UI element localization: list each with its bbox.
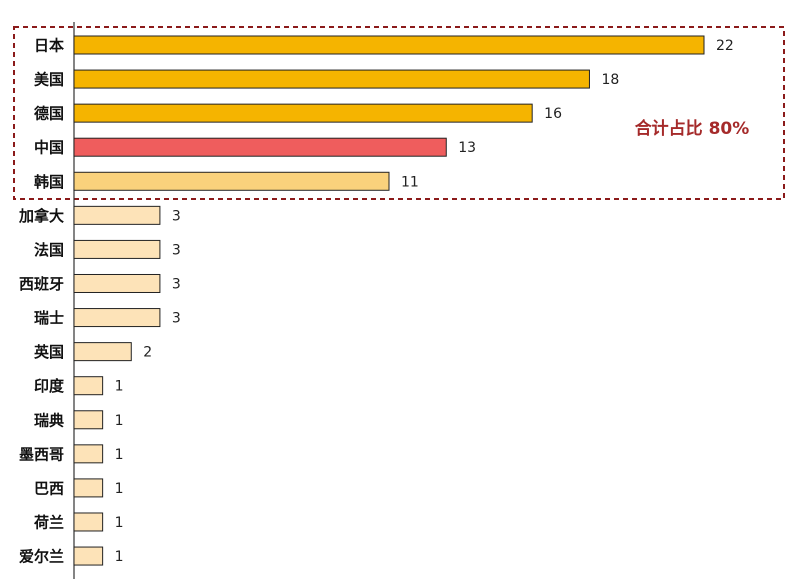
bar [73,35,705,55]
bar [73,342,132,362]
bar [73,308,161,328]
bar [73,546,104,566]
bar [73,376,104,396]
value-label: 13 [458,140,476,156]
y-tick-label: 加拿大 [18,207,64,225]
y-tick-label: 德国 [34,105,64,123]
y-tick-label: 中国 [34,139,64,157]
y-tick-label: 爱尔兰 [19,548,64,566]
y-tick-label: 瑞典 [34,411,64,429]
value-label: 2 [143,345,152,361]
bar [73,512,104,532]
annotation: 合计占比 80% [635,118,750,139]
bar [73,239,161,259]
y-tick-label: 巴西 [34,479,64,497]
value-label: 16 [544,106,562,122]
bar [73,478,104,498]
value-label: 11 [401,174,419,190]
y-tick-label: 荷兰 [34,513,64,531]
value-label: 1 [115,481,124,497]
value-label: 3 [172,311,181,327]
bar [73,171,390,191]
value-label: 3 [172,208,181,224]
value-label: 3 [172,242,181,258]
highlight-box [13,26,785,200]
value-label: 1 [115,379,124,395]
bar [73,137,447,157]
y-tick-label: 印度 [34,377,65,395]
y-tick-label: 法国 [34,241,64,259]
value-label: 1 [115,515,124,531]
bar [73,410,104,430]
y-tick-label: 西班牙 [19,275,64,293]
y-tick-label: 美国 [34,71,64,89]
bar [73,205,161,225]
bar [73,103,533,123]
y-tick-label: 英国 [34,343,64,361]
bar [73,444,104,464]
y-tick-label: 瑞士 [34,309,64,327]
bar [73,273,161,293]
bar [73,69,590,89]
y-tick-label: 韩国 [34,173,64,191]
value-label: 22 [716,38,734,54]
y-tick-label: 墨西哥 [19,445,64,463]
value-label: 18 [601,72,619,88]
y-tick-label: 日本 [34,37,64,55]
value-label: 1 [115,447,124,463]
value-label: 3 [172,276,181,292]
value-label: 1 [115,549,124,565]
value-label: 1 [115,413,124,429]
